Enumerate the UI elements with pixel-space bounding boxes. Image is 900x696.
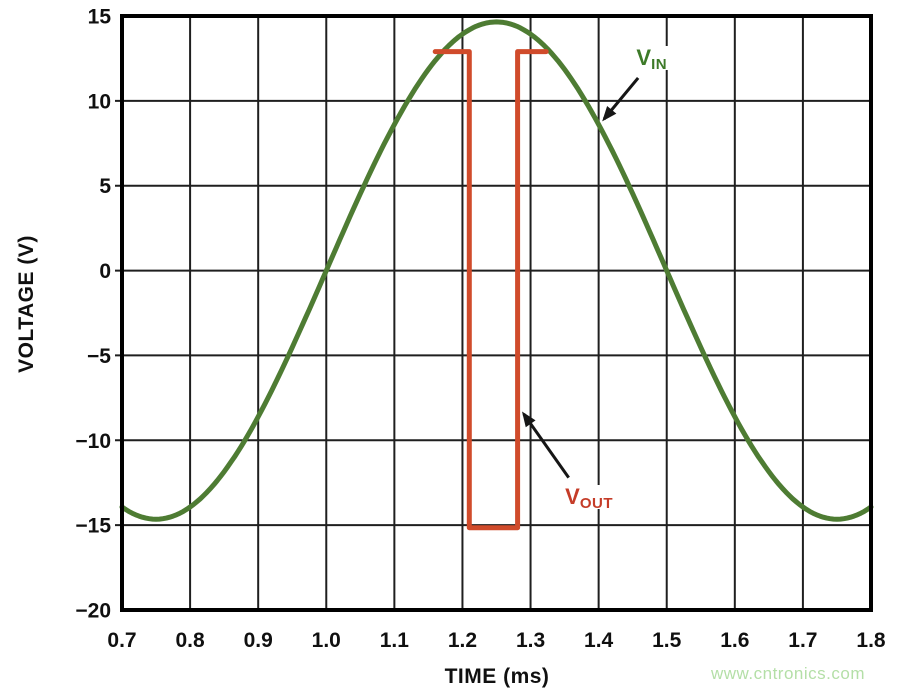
x-tick-label: 1.1 xyxy=(380,629,410,652)
annotation-arrows-layer xyxy=(522,76,640,479)
y-tick-label: 5 xyxy=(99,175,111,198)
y-tick-label: −5 xyxy=(87,345,111,368)
watermark: www.cntronics.com xyxy=(711,664,865,683)
plot-border xyxy=(120,14,873,612)
vin-label-text: V xyxy=(636,45,652,71)
x-tick-label: 1.2 xyxy=(448,629,477,652)
y-tick-label: 0 xyxy=(99,260,111,283)
grid-layer xyxy=(115,16,871,610)
x-tick-label: 1.7 xyxy=(788,629,817,652)
y-tick-label: −10 xyxy=(75,430,111,453)
vout-label-text: V xyxy=(565,484,580,510)
y-tick-label: −20 xyxy=(75,600,111,623)
y-tick-label: 15 xyxy=(88,6,112,29)
x-tick-label: 1.5 xyxy=(652,629,682,652)
y-tick-label: −15 xyxy=(75,515,111,538)
vin-arrow xyxy=(602,76,640,122)
vin-label-subscript: IN xyxy=(651,56,668,74)
x-tick-label: 1.4 xyxy=(584,629,614,652)
y-tick-label: 10 xyxy=(88,90,111,113)
x-tick-label: 1.0 xyxy=(312,629,341,652)
x-tick-label: 0.8 xyxy=(175,629,205,652)
x-axis-title: TIME (ms) xyxy=(444,665,550,688)
x-tick-label: 0.9 xyxy=(244,629,273,652)
vout-series-label: VOUT xyxy=(561,484,618,513)
vin-series-label: VIN xyxy=(632,45,672,74)
vout-arrow xyxy=(522,411,570,479)
y-axis-title: VOLTAGE (V) xyxy=(15,235,38,373)
curve-vout xyxy=(432,49,549,531)
x-tick-label: 1.6 xyxy=(720,629,749,652)
curve-vin xyxy=(119,19,874,522)
x-tick-label: 1.8 xyxy=(856,629,886,652)
tick-labels-layer: 0.7 0.8 0.9 1.0 1.1 1.2 1.3 1.4 1.5 1.6 1.7 1.8 15 10… xyxy=(75,6,886,653)
x-tick-label: 1.3 xyxy=(516,629,545,652)
curves-layer xyxy=(119,19,874,531)
x-tick-label: 0.7 xyxy=(107,629,136,652)
vout-label-subscript: OUT xyxy=(579,495,614,513)
